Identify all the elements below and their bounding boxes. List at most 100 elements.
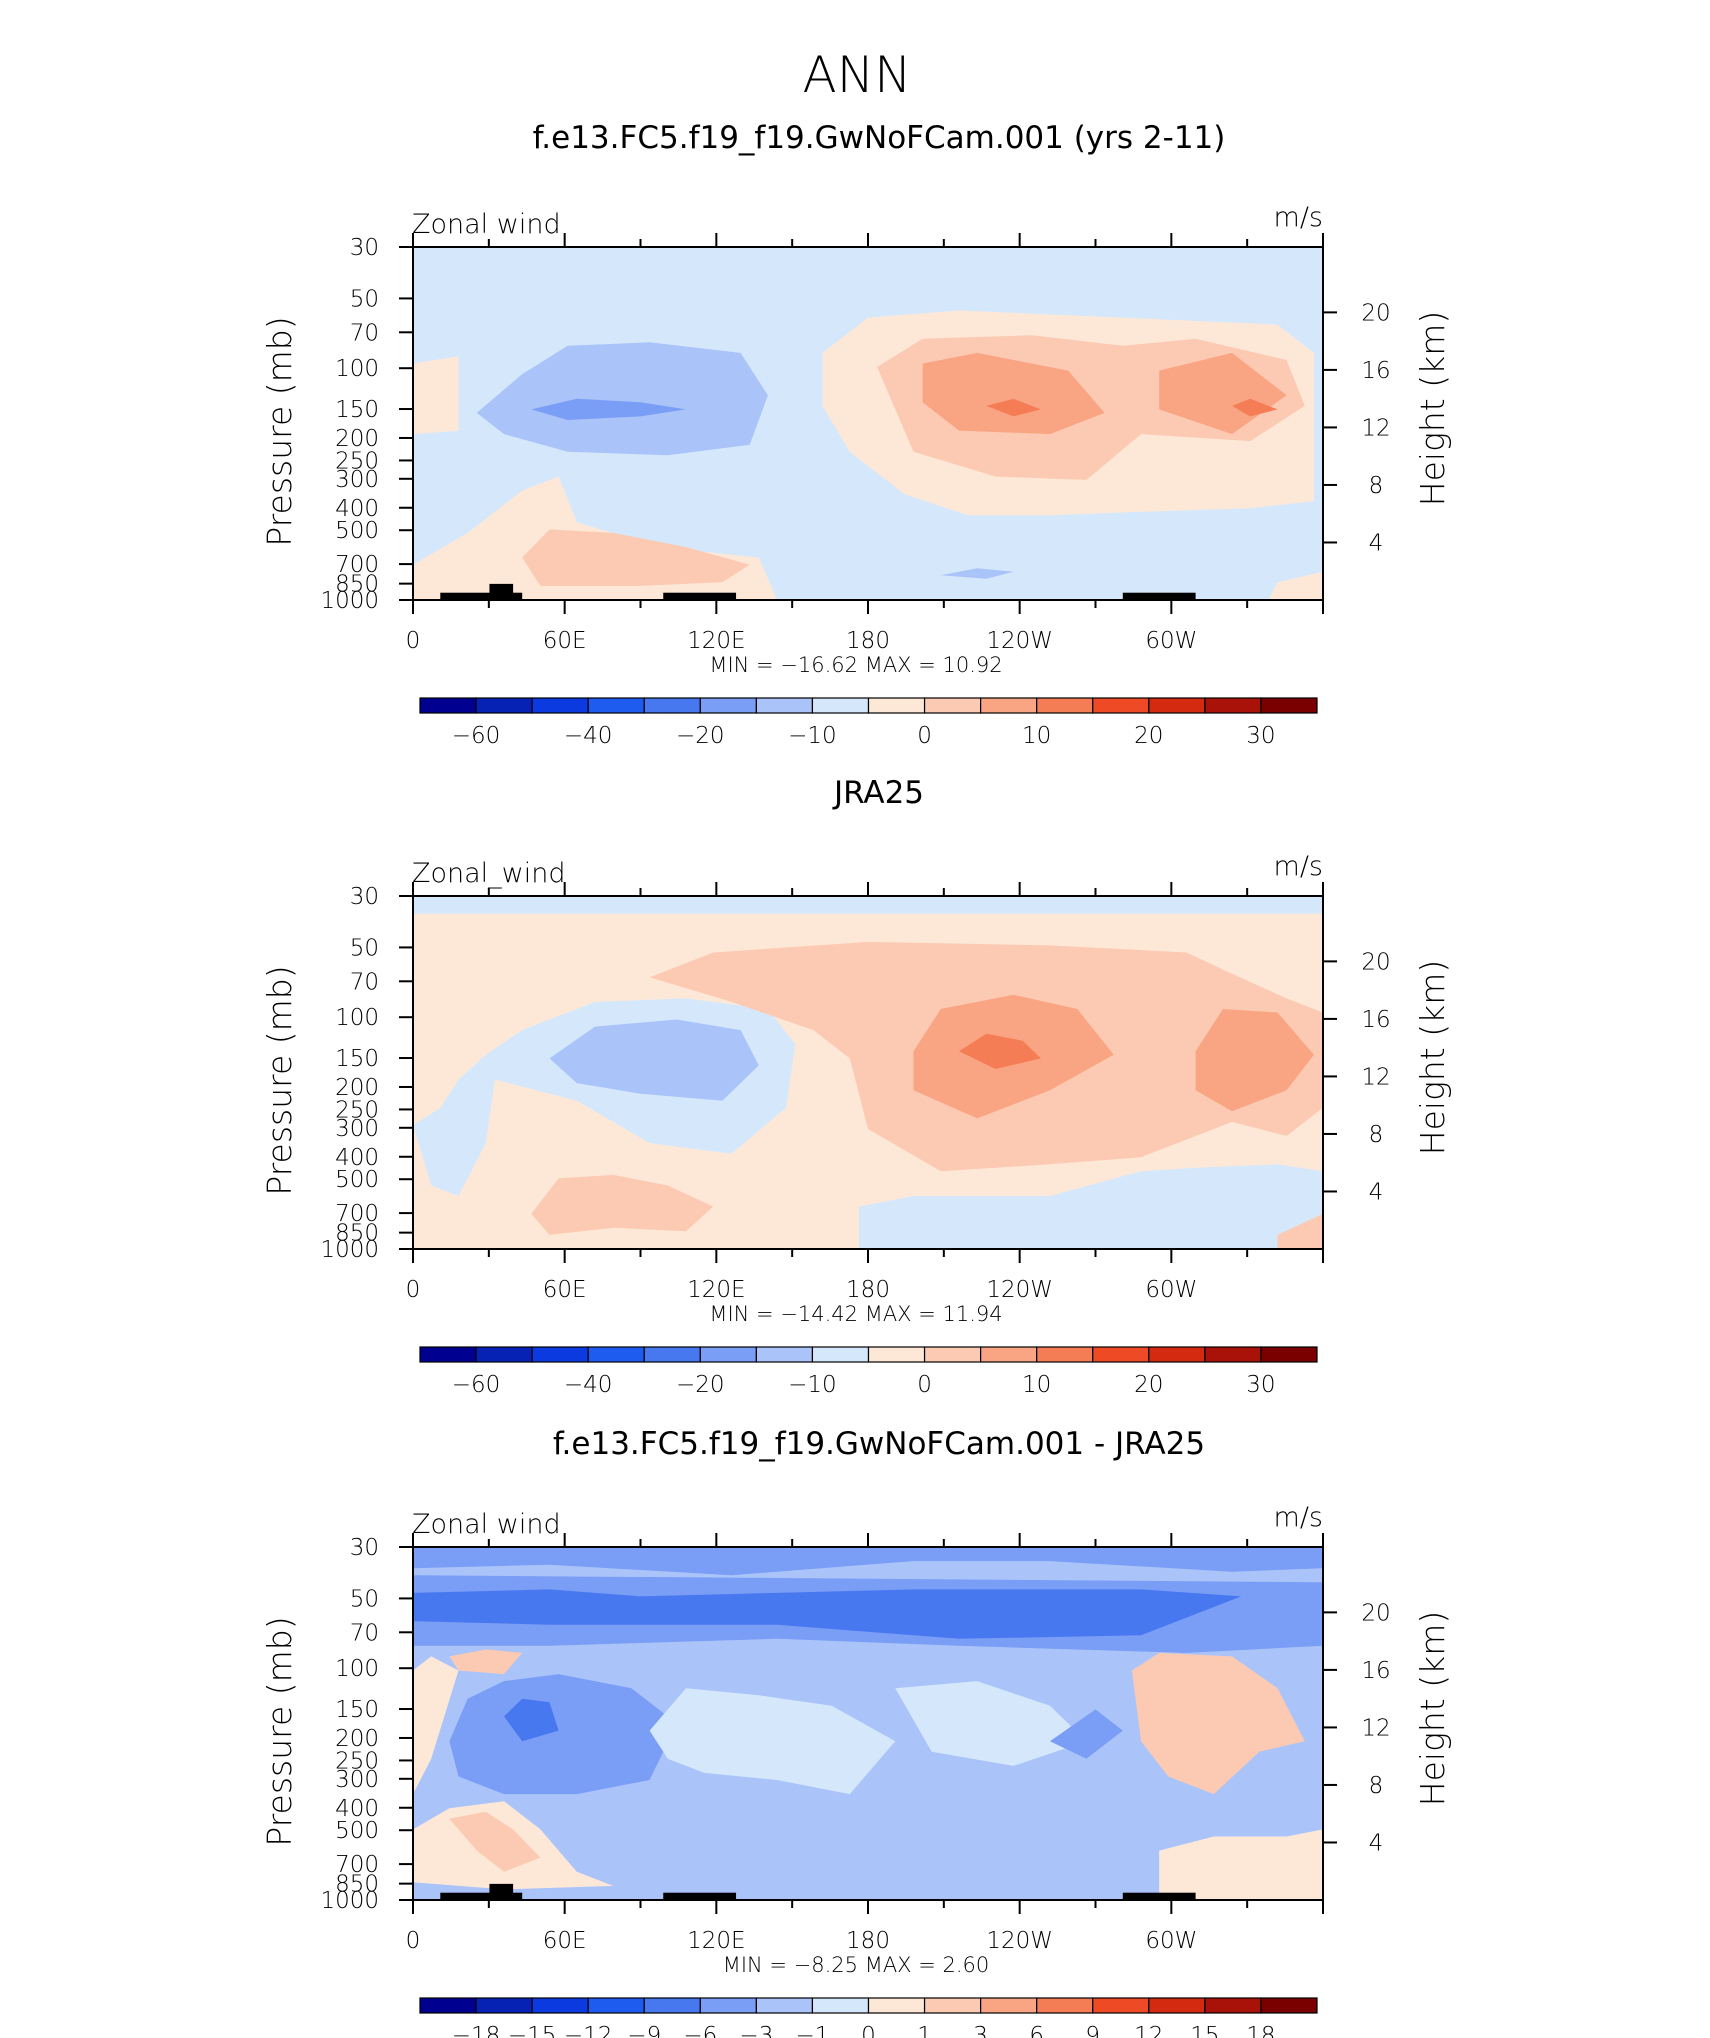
y2-tick-label: 12 — [1361, 415, 1390, 441]
y-tick-label: 100 — [335, 356, 379, 382]
y2-axis: 20 16 12 8 4 Height (km) — [1323, 949, 1452, 1205]
y2-tick-label: 16 — [1361, 1658, 1390, 1684]
y-tick-label: 850 — [335, 572, 379, 598]
y-tick-label: 150 — [335, 1697, 379, 1723]
contour-fills — [413, 896, 1323, 1249]
colorbar-swatch — [531, 697, 589, 714]
y-tick-label: 70 — [350, 1620, 379, 1646]
colorbar-swatch — [755, 697, 814, 714]
y-tick-label: 100 — [335, 1005, 379, 1031]
x-tick-label: 60W — [1145, 1928, 1197, 1954]
colorbar-swatch — [475, 1997, 533, 2014]
colorbar-label: 10 — [1022, 1372, 1051, 1398]
y-tick-label: 700 — [335, 1201, 379, 1227]
y-tick-label: 30 — [350, 235, 379, 261]
contour-region-12 — [449, 1649, 523, 1675]
colorbar-swatch — [980, 1997, 1038, 2014]
y-tick-label: 1000 — [320, 1237, 379, 1263]
colorbar-swatch — [699, 697, 757, 714]
contour-region-2 — [413, 356, 459, 435]
colorbar-swatch — [811, 1346, 870, 1363]
panel-title: f.e13.FC5.f19_f19.GwNoFCam.001 (yrs 2-11… — [533, 120, 1226, 156]
y-tick-label: 50 — [350, 1586, 379, 1612]
land-block-4 — [1122, 592, 1196, 600]
land-mask — [440, 583, 1196, 600]
land-block-3 — [663, 1892, 737, 1900]
contour-region-4 — [549, 1019, 759, 1101]
y2-tick-label: 12 — [1361, 1064, 1390, 1090]
variable-label: Zonal wind — [412, 209, 561, 240]
colorbar-swatch — [699, 1997, 757, 2014]
colorbar-swatch — [531, 1997, 589, 2014]
contour-region-14 — [449, 1811, 541, 1872]
land-block-1 — [440, 1892, 523, 1900]
x-axis: 0 60E 120E 180 120W 60W — [406, 1533, 1324, 1954]
x-tick-label: 60E — [543, 628, 587, 654]
panel-title: f.e13.FC5.f19_f19.GwNoFCam.001 - JRA25 — [553, 1426, 1205, 1462]
panel-1: f.e13.FC5.f19_f19.GwNoFCam.001 (yrs 2-11… — [260, 120, 1452, 749]
y2-tick-label: 8 — [1369, 1122, 1384, 1148]
contour-fills — [413, 247, 1323, 600]
contour-region-15 — [1159, 1829, 1323, 1900]
colorbar-swatch — [811, 697, 870, 714]
y2-axis-label: Height (km) — [1413, 1611, 1452, 1806]
contour-region-5 — [449, 1674, 677, 1795]
y-tick-label: 50 — [350, 286, 379, 312]
colorbar-swatch — [1092, 1346, 1150, 1363]
x-tick-label: 120E — [687, 628, 745, 654]
colorbar-swatch — [475, 1346, 533, 1363]
contour-region-7 — [649, 1688, 896, 1795]
y-tick-label: 150 — [335, 1046, 379, 1072]
contour-region-12 — [522, 529, 750, 586]
colorbar-swatch — [587, 1997, 645, 2014]
colorbar-label: 3 — [973, 2023, 988, 2038]
x-tick-label: 60W — [1145, 1277, 1197, 1303]
variable-label: Zonal_wind — [412, 858, 566, 889]
colorbar-swatch — [1036, 1346, 1094, 1363]
contour-region-11 — [1277, 1213, 1323, 1249]
y-tick-label: 850 — [335, 1872, 379, 1898]
y-tick-label: 200 — [335, 426, 379, 452]
contour-region-10 — [413, 1656, 459, 1795]
x-axis: 0 60E 120E 180 120W 60W — [406, 233, 1324, 654]
y2-axis: 20 16 12 8 4 Height (km) — [1323, 1600, 1452, 1856]
contour-fills — [413, 1547, 1323, 1900]
colorbar-swatch — [475, 697, 533, 714]
contour-region-8 — [959, 1033, 1041, 1069]
y-tick-label: 70 — [350, 969, 379, 995]
colorbar-swatch — [867, 1346, 926, 1363]
land-block-4 — [1122, 1892, 1196, 1900]
y-tick-label: 50 — [350, 935, 379, 961]
min-max-stats: MIN = −8.25 MAX = 2.60 — [723, 1953, 990, 1977]
colorbar-swatch — [419, 697, 477, 714]
y-tick-label: 400 — [335, 496, 379, 522]
colorbar-label: −15 — [508, 2023, 557, 2038]
colorbar-swatch — [1092, 1997, 1150, 2014]
contour-region-2 — [413, 1547, 1323, 1576]
colorbar-label: −10 — [788, 1372, 837, 1398]
x-tick-label: 120E — [687, 1928, 745, 1954]
colorbar-swatch — [531, 1346, 589, 1363]
colorbar-swatch — [419, 1346, 477, 1363]
y-tick-label: 200 — [335, 1075, 379, 1101]
contour-region-9 — [986, 398, 1041, 417]
land-mask — [440, 1883, 1196, 1900]
y-tick-label: 500 — [335, 518, 379, 544]
land-block-1 — [440, 592, 523, 600]
colorbar: −60 −40 −20 −10 0 10 20 30 — [419, 697, 1318, 749]
colorbar-label: 30 — [1246, 1372, 1275, 1398]
x-tick-label: 180 — [846, 628, 890, 654]
colorbar-label: 12 — [1134, 2023, 1163, 2038]
y-tick-label: 400 — [335, 1145, 379, 1171]
variable-label: Zonal wind — [412, 1509, 561, 1540]
colorbar-swatch — [1260, 697, 1318, 714]
contour-region-9 — [1050, 1709, 1123, 1759]
y2-tick-label: 4 — [1369, 1179, 1384, 1205]
contour-region-7 — [1195, 1009, 1314, 1112]
colorbar-swatch — [980, 697, 1038, 714]
x-tick-label: 120E — [687, 1277, 745, 1303]
land-block-3 — [663, 592, 737, 600]
y-tick-label: 500 — [335, 1818, 379, 1844]
colorbar-label: −40 — [564, 723, 613, 749]
